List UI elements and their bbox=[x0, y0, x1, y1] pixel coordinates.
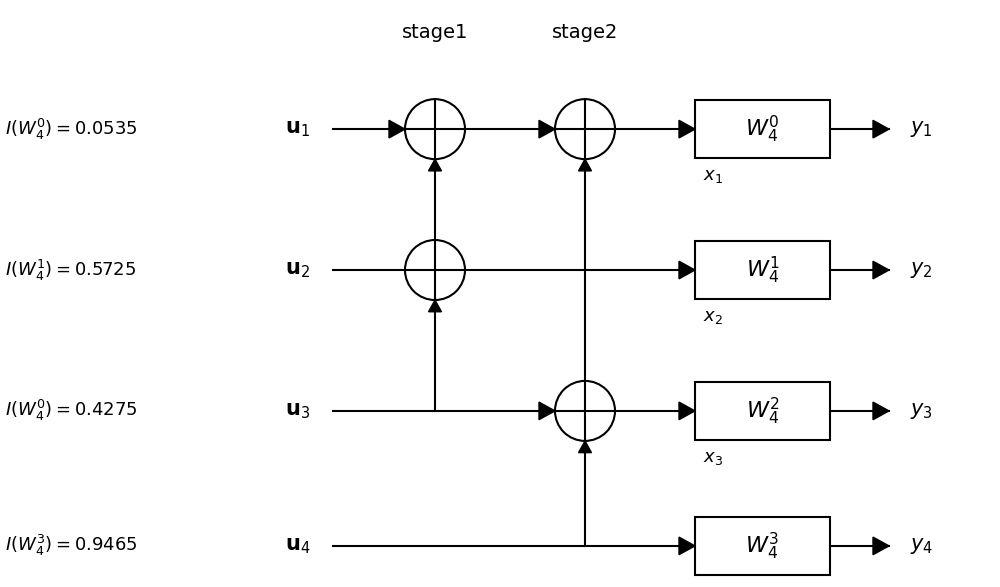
Text: $I(W_4^0) = 0.4275$: $I(W_4^0) = 0.4275$ bbox=[5, 399, 137, 423]
Text: $y_3$: $y_3$ bbox=[910, 401, 933, 421]
Text: $x_2$: $x_2$ bbox=[703, 308, 723, 326]
Text: $W_4^0$: $W_4^0$ bbox=[745, 113, 780, 145]
Bar bbox=[695, 382, 830, 440]
Polygon shape bbox=[873, 537, 889, 555]
Text: $W_4^1$: $W_4^1$ bbox=[746, 254, 779, 286]
Polygon shape bbox=[429, 300, 441, 312]
Text: $x_4$: $x_4$ bbox=[703, 584, 723, 587]
Text: $y_1$: $y_1$ bbox=[910, 119, 933, 139]
Text: $y_4$: $y_4$ bbox=[910, 536, 933, 556]
Text: $I(W_4^0) = 0.0535$: $I(W_4^0) = 0.0535$ bbox=[5, 117, 137, 141]
Polygon shape bbox=[389, 120, 405, 138]
Text: $W_4^3$: $W_4^3$ bbox=[745, 530, 780, 562]
Text: $y_2$: $y_2$ bbox=[910, 260, 933, 280]
Bar bbox=[695, 517, 830, 575]
Bar bbox=[695, 100, 830, 158]
Polygon shape bbox=[579, 159, 591, 171]
Polygon shape bbox=[873, 120, 889, 138]
Polygon shape bbox=[679, 261, 695, 279]
Text: stage2: stage2 bbox=[552, 23, 618, 42]
Text: stage1: stage1 bbox=[402, 23, 468, 42]
Text: $W_4^2$: $W_4^2$ bbox=[746, 395, 779, 427]
Polygon shape bbox=[539, 120, 555, 138]
Polygon shape bbox=[679, 537, 695, 555]
Text: $x_3$: $x_3$ bbox=[703, 449, 723, 467]
Text: $x_1$: $x_1$ bbox=[703, 167, 723, 185]
Text: $\mathbf{u}_4$: $\mathbf{u}_4$ bbox=[285, 536, 310, 556]
Bar bbox=[695, 241, 830, 299]
Text: $I(W_4^3) = 0.9465$: $I(W_4^3) = 0.9465$ bbox=[5, 534, 137, 558]
Text: $\mathbf{u}_2$: $\mathbf{u}_2$ bbox=[285, 260, 310, 280]
Polygon shape bbox=[679, 402, 695, 420]
Polygon shape bbox=[579, 441, 591, 453]
Text: $\mathbf{u}_1$: $\mathbf{u}_1$ bbox=[285, 119, 310, 139]
Polygon shape bbox=[679, 120, 695, 138]
Text: $\mathbf{u}_3$: $\mathbf{u}_3$ bbox=[285, 401, 310, 421]
Text: $I(W_4^1) = 0.5725$: $I(W_4^1) = 0.5725$ bbox=[5, 258, 136, 282]
Polygon shape bbox=[873, 402, 889, 420]
Polygon shape bbox=[873, 261, 889, 279]
Polygon shape bbox=[539, 402, 555, 420]
Polygon shape bbox=[429, 159, 441, 171]
